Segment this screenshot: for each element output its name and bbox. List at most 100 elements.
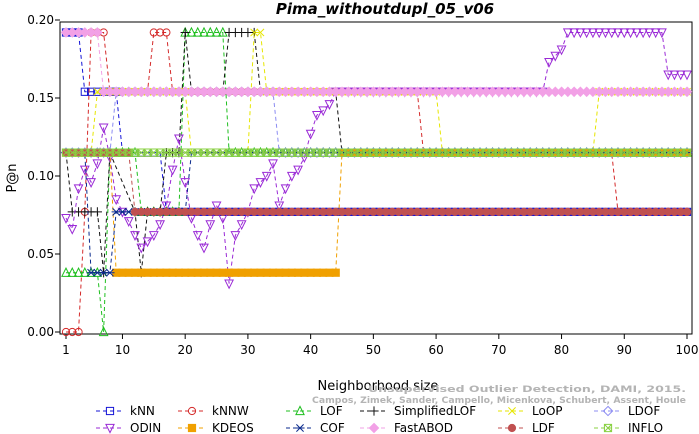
legend-item-simplifiedlof: SimplifiedLOF	[360, 404, 476, 418]
series-odin-point	[249, 184, 260, 195]
series-lof-point	[199, 26, 209, 37]
legend-odin-point	[105, 423, 115, 434]
series-odin-point	[312, 111, 322, 121]
series-odin-point	[682, 70, 692, 81]
series-layer	[60, 26, 693, 337]
series-fastabod-point	[681, 86, 693, 98]
series-odin-point	[274, 201, 285, 212]
series-odin-point	[613, 28, 623, 39]
plot-border	[59, 21, 693, 335]
legend-item-cof: COF	[286, 421, 345, 434]
series-loop-point	[93, 87, 102, 96]
legend-label-inflo: INFLO	[628, 421, 663, 434]
legend-item-lof: LOF	[286, 404, 343, 418]
legend-label-cof: COF	[320, 421, 345, 434]
series-odin-point	[631, 28, 642, 39]
series-fastabod-point	[92, 27, 103, 38]
credit-line-1: Unsupervised Outlier Detection, DAMI, 20…	[368, 385, 686, 395]
legend-label-ldof: LDOF	[628, 404, 660, 418]
series-odin-point	[148, 231, 159, 241]
series-odin-point	[205, 220, 216, 231]
legend-label-odin: ODIN	[130, 421, 161, 434]
legend-label-lof: LOF	[320, 404, 343, 418]
series-knnw-point	[162, 28, 171, 37]
x-tick-label: 70	[491, 343, 506, 357]
legend-label-fastabod: FastABOD	[394, 421, 453, 434]
x-tick-label: 20	[178, 343, 193, 357]
series-lof-point	[67, 267, 78, 277]
x-tick-label: 50	[366, 343, 381, 357]
y-tick-label: 0.05	[27, 247, 54, 261]
plot-area	[59, 21, 693, 335]
x-tick-label: 80	[554, 343, 569, 357]
series-odin-point	[61, 214, 71, 224]
legend-item-knn: kNN	[96, 404, 155, 418]
legend-item-knnw: kNNW	[178, 404, 249, 418]
legend-label-knnw: kNNW	[212, 404, 249, 418]
legend: kNN kNNW LOF SimplifiedLOF LoOP LDOF ODIN KDEOS…	[96, 404, 663, 434]
legend-item-fastabod: FastABOD	[360, 421, 453, 434]
series-odin-point	[550, 51, 561, 62]
series-odin-point	[155, 220, 165, 231]
y-tick-label: 0.20	[27, 13, 54, 27]
series-odin-point	[544, 58, 554, 68]
series-kdeos-point	[331, 268, 340, 277]
series-odin-point	[224, 279, 234, 290]
series-lof-point	[98, 326, 109, 337]
legend-item-kdeos: KDEOS	[178, 421, 254, 434]
legend-label-kdeos: KDEOS	[212, 421, 254, 434]
series-odin-point	[581, 28, 592, 39]
legend-item-inflo: INFLO	[594, 421, 663, 434]
series-odin-point	[67, 224, 78, 235]
series-odin-point	[73, 184, 84, 195]
legend-lof-point	[295, 405, 305, 416]
series-knnw-point	[61, 327, 71, 337]
series-odin-point	[286, 171, 297, 182]
series-odin-point	[619, 28, 630, 39]
series-lof-point	[205, 26, 216, 37]
legend-label-simplifiedlof: SimplifiedLOF	[394, 404, 476, 418]
series-ldf-point	[682, 207, 692, 216]
series-odin-point	[192, 231, 203, 241]
series-odin-point	[638, 28, 648, 39]
legend-inflo-point	[603, 423, 613, 433]
legend-ldf-point	[507, 423, 517, 433]
series-knnw-point	[68, 327, 77, 337]
series-inflo	[61, 148, 692, 157]
series-fastabod	[60, 27, 693, 98]
series-knnw-point	[74, 327, 83, 337]
series-odin-point	[142, 237, 153, 248]
series-odin-point	[136, 243, 147, 254]
series-loop-point	[250, 28, 259, 37]
x-tick-label: 30	[240, 343, 255, 357]
series-cof-point	[105, 268, 115, 277]
x-tick-label: 40	[303, 343, 318, 357]
series-odin-point	[324, 100, 335, 110]
series-odin-point	[86, 178, 96, 188]
x-axis: 1 10 20 30 40 50 60 70 80 90 100	[62, 334, 698, 357]
series-knnw-point	[155, 28, 165, 37]
legend-item-loop: LoOP	[498, 404, 563, 418]
legend-loop-point	[508, 407, 516, 415]
series-odin-point	[569, 28, 579, 39]
legend-knn-point	[105, 406, 115, 416]
series-lof-point	[73, 267, 84, 277]
series-odin-point	[305, 129, 316, 140]
series-odin-point	[594, 28, 605, 39]
series-loop-point	[256, 28, 265, 37]
legend-item-ldf: LDF	[498, 421, 555, 434]
series-odin-point	[625, 28, 636, 39]
series-odin-point	[236, 220, 247, 231]
series-odin-point	[92, 159, 103, 170]
legend-fastabod-point	[368, 422, 380, 434]
x-tick-label: 90	[617, 343, 632, 357]
legend-item-odin: ODIN	[96, 421, 161, 434]
series-odin-point	[650, 28, 661, 39]
series-odin-point	[211, 201, 222, 212]
x-tick-label: 1	[62, 343, 70, 357]
series-odin-point	[261, 171, 272, 182]
legend-label-loop: LoOP	[532, 404, 563, 418]
legend-label-ldf: LDF	[532, 421, 555, 434]
series-odin-point	[167, 165, 178, 176]
